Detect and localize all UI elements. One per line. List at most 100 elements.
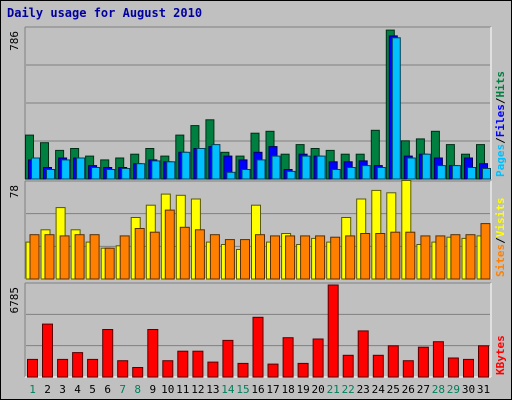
bar-kbytes-day-12 [192, 350, 204, 378]
day-label-25: 25 [387, 383, 400, 396]
bar-pages-day-9 [151, 160, 161, 180]
bar-kbytes-day-8 [132, 367, 144, 378]
legend-hits-files-pages: Pages/Files/Hits [494, 71, 507, 177]
day-label-10: 10 [161, 383, 174, 396]
bar-sites-day-2 [44, 234, 55, 280]
bar-pages-day-12 [196, 148, 206, 180]
legend-item-files: Files [494, 104, 507, 137]
bar-sites-day-13 [209, 234, 220, 280]
day-label-24: 24 [372, 383, 386, 396]
bar-pages-day-1 [31, 157, 40, 180]
day-label-26: 26 [402, 383, 415, 396]
bar-pages-day-28 [436, 165, 446, 180]
bar-kbytes-day-9 [147, 329, 159, 378]
bar-sites-day-23 [360, 233, 371, 280]
day-label-1: 1 [29, 383, 36, 396]
bar-pages-day-2 [46, 169, 55, 180]
bar-pages-day-25 [391, 37, 401, 180]
bar-pages-day-29 [451, 165, 461, 180]
legend-item-pages: Pages [494, 144, 507, 177]
bar-kbytes-day-13 [207, 361, 219, 378]
bar-sites-day-28 [435, 235, 446, 280]
bar-sites-day-31 [480, 223, 491, 280]
bar-kbytes-day-31 [478, 345, 489, 378]
bar-kbytes-day-2 [42, 323, 53, 378]
day-label-15: 15 [236, 383, 249, 396]
bar-sites-day-21 [330, 236, 341, 280]
bar-pages-day-22 [346, 167, 356, 180]
day-label-11: 11 [176, 383, 189, 396]
bar-kbytes-day-17 [267, 363, 279, 378]
panel-kbytes: 6785 KBytes [8, 282, 507, 378]
bar-kbytes-day-16 [252, 316, 264, 378]
day-label-6: 6 [104, 383, 111, 396]
legend-item-sites: Sites [494, 244, 507, 277]
bar-pages-day-17 [271, 155, 281, 180]
day-label-13: 13 [206, 383, 219, 396]
day-label-18: 18 [281, 383, 294, 396]
bar-kbytes-day-26 [402, 360, 414, 378]
bar-sites-day-11 [179, 226, 190, 280]
day-label-2: 2 [44, 383, 51, 396]
bar-kbytes-day-28 [432, 341, 444, 378]
y-max-label: 786 [8, 31, 21, 51]
day-label-8: 8 [134, 383, 141, 396]
bar-kbytes-day-19 [297, 362, 309, 378]
y-max-label: 6785 [8, 287, 21, 314]
bar-sites-day-8 [134, 228, 145, 280]
day-labels: 1 2 3 4 5 6 7 8 9 10 11 12 13 14 15 16 17 18 19 20 21 22 23 24 2… [29, 383, 490, 396]
bar-kbytes-day-30 [463, 358, 474, 378]
legend-kbytes: KBytes [494, 335, 507, 375]
bar-pages-day-18 [286, 170, 296, 180]
bar-pages-day-4 [76, 157, 86, 180]
bar-kbytes-day-11 [177, 350, 189, 378]
bar-sites-day-25 [390, 231, 401, 280]
legend-separator: / [494, 137, 507, 144]
bar-sites-day-22 [345, 235, 356, 280]
bar-kbytes-day-7 [117, 360, 129, 378]
day-label-31: 31 [477, 383, 490, 396]
bar-sites-day-1 [29, 234, 40, 280]
day-label-30: 30 [462, 383, 475, 396]
bar-pages-day-21 [331, 169, 341, 180]
day-label-23: 23 [357, 383, 370, 396]
bar-pages-day-8 [136, 163, 146, 180]
bar-pages-day-11 [181, 151, 191, 180]
day-label-16: 16 [251, 383, 264, 396]
bar-pages-day-10 [166, 161, 176, 180]
bar-kbytes-day-25 [387, 345, 399, 378]
day-label-17: 17 [266, 383, 279, 396]
bar-kbytes-day-29 [447, 357, 459, 378]
bar-sites-day-26 [405, 231, 416, 280]
bar-kbytes-day-15 [237, 362, 249, 378]
panel-hits-files-pages: 786 Pages/Files/Hits [8, 26, 507, 180]
bar-pages-day-20 [316, 155, 326, 180]
day-label-9: 9 [149, 383, 156, 396]
day-label-27: 27 [417, 383, 430, 396]
bar-sites-day-30 [465, 234, 476, 280]
day-label-19: 19 [296, 383, 309, 396]
bar-sites-day-24 [375, 233, 386, 280]
legend-separator: / [494, 237, 507, 244]
chart-title: Daily usage for August 2010 [7, 6, 202, 20]
day-label-21: 21 [327, 383, 340, 396]
bar-kbytes-day-10 [162, 360, 174, 378]
bar-kbytes-day-22 [342, 354, 354, 378]
bar-pages-day-24 [376, 167, 386, 180]
legend-item-visits: Visits [494, 198, 507, 238]
bar-pages-day-27 [421, 153, 431, 180]
bar-sites-day-14 [224, 239, 235, 280]
legend-separator: / [494, 97, 507, 104]
bar-sites-day-12 [194, 229, 205, 280]
day-label-7: 7 [119, 383, 126, 396]
panel-visits-sites: 78 Sites/Visits [8, 180, 507, 280]
bar-sites-day-9 [149, 231, 160, 280]
bar-kbytes-day-18 [282, 337, 294, 378]
legend-item-kbytes: KBytes [494, 335, 507, 375]
bar-pages-day-31 [482, 168, 491, 180]
day-label-5: 5 [89, 383, 96, 396]
bar-sites-day-27 [420, 235, 431, 280]
bar-pages-day-23 [361, 165, 371, 180]
